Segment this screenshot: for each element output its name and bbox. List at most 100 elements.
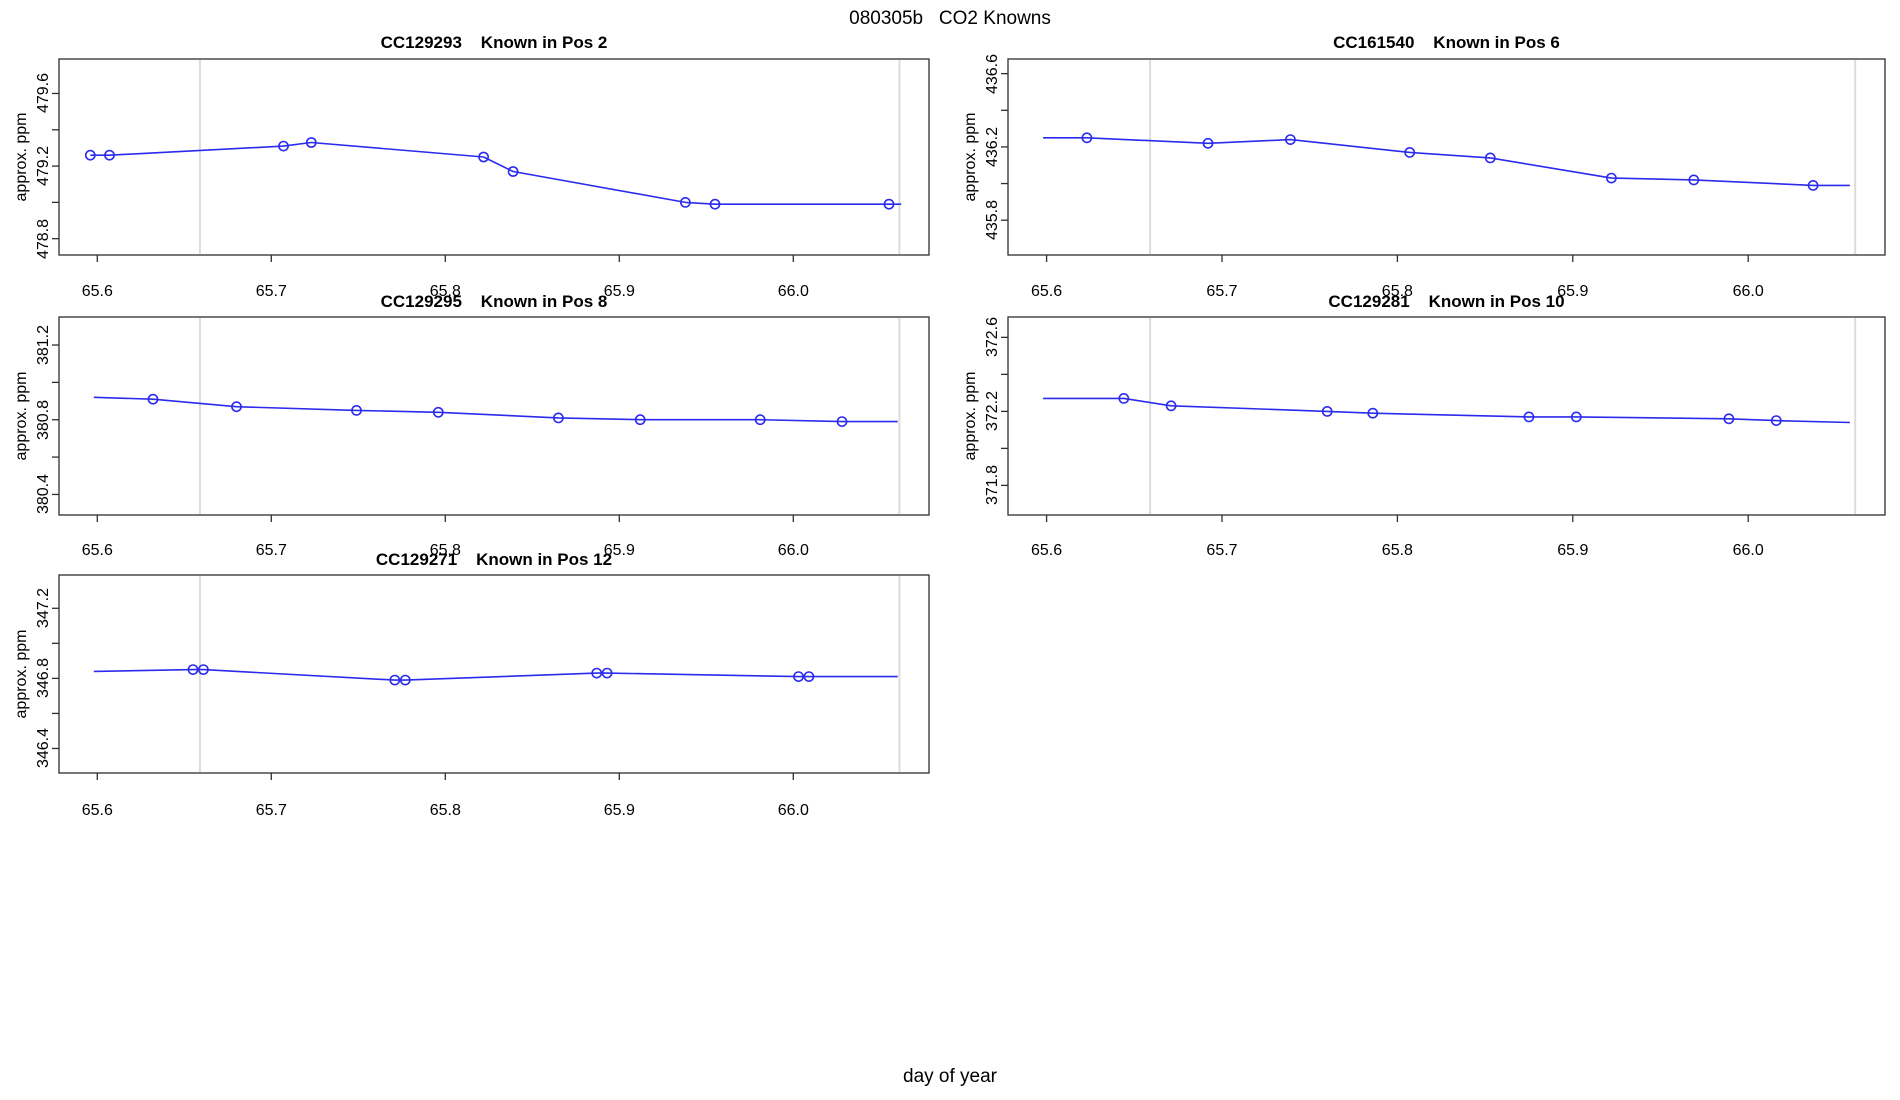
data-point bbox=[803, 671, 815, 682]
data-point bbox=[432, 406, 444, 418]
data-point bbox=[680, 196, 691, 208]
data-point bbox=[399, 674, 411, 686]
x-tick-label: 65.9 bbox=[1557, 542, 1589, 559]
subplot-CC129295 bbox=[52, 316, 930, 522]
y-tick-label: 371.8 bbox=[984, 465, 1001, 506]
y-tick-label: 372.2 bbox=[984, 391, 1001, 432]
x-tick-label: 66.0 bbox=[777, 802, 809, 819]
y-tick-label: 479.6 bbox=[35, 73, 52, 114]
data-point bbox=[601, 667, 613, 679]
data-point bbox=[1807, 179, 1819, 191]
data-point bbox=[1165, 400, 1177, 412]
y-tick-label: 347.2 bbox=[35, 588, 52, 629]
subplot-title: CC129293 Known in Pos 2 bbox=[380, 33, 608, 52]
x-tick-label: 65.7 bbox=[255, 542, 287, 559]
y-tick-label: 346.8 bbox=[35, 658, 52, 699]
x-tick-label: 65.7 bbox=[255, 283, 287, 300]
x-tick-label: 65.7 bbox=[255, 802, 287, 819]
data-point bbox=[389, 674, 401, 686]
plot-box bbox=[58, 574, 930, 774]
y-tick-label: 435.8 bbox=[984, 200, 1001, 241]
subplot-title: CC129271 Known in Pos 12 bbox=[375, 550, 613, 569]
y-tick-label: 346.4 bbox=[35, 728, 52, 769]
data-point bbox=[231, 401, 242, 413]
x-tick-label: 66.0 bbox=[777, 283, 809, 300]
x-tick-label: 65.6 bbox=[1031, 542, 1063, 559]
x-tick-label: 65.7 bbox=[1206, 283, 1238, 300]
y-axis-label: approx. ppm bbox=[13, 371, 30, 461]
data-point bbox=[754, 414, 766, 426]
plot-box bbox=[1007, 58, 1886, 256]
plot-box bbox=[1007, 316, 1886, 516]
data-point bbox=[1321, 405, 1333, 417]
x-tick-label: 66.0 bbox=[777, 542, 809, 559]
y-tick-label: 436.2 bbox=[984, 126, 1001, 167]
plot-box bbox=[58, 58, 930, 256]
data-point bbox=[1081, 132, 1093, 144]
data-point bbox=[591, 667, 603, 679]
data-point bbox=[507, 166, 519, 177]
subplot-title: CC161540 Known in Pos 6 bbox=[1333, 33, 1560, 52]
y-tick-label: 478.8 bbox=[35, 218, 52, 259]
y-axis-label: approx. ppm bbox=[13, 629, 30, 719]
data-point bbox=[883, 198, 895, 210]
x-tick-label: 65.6 bbox=[1031, 283, 1063, 300]
x-tick-label: 66.0 bbox=[1732, 542, 1764, 559]
x-tick-label: 65.9 bbox=[1557, 283, 1589, 300]
data-point bbox=[197, 664, 209, 675]
figure-title: 080305b CO2 Knowns bbox=[849, 8, 1051, 29]
subplot-CC129271 bbox=[52, 574, 930, 780]
data-point bbox=[1484, 152, 1496, 164]
data-point bbox=[1606, 172, 1617, 184]
subplot-CC129281 bbox=[1001, 316, 1886, 522]
data-line bbox=[90, 141, 902, 205]
data-line bbox=[93, 396, 898, 423]
data-line bbox=[1043, 397, 1850, 424]
x-tick-label: 65.8 bbox=[1381, 283, 1413, 300]
data-point bbox=[793, 671, 804, 682]
subplot-CC161540 bbox=[1001, 58, 1886, 262]
x-tick-label: 65.9 bbox=[603, 542, 635, 559]
x-tick-label: 65.9 bbox=[603, 283, 635, 300]
x-tick-label: 65.8 bbox=[429, 542, 461, 559]
x-tick-label: 65.7 bbox=[1206, 542, 1238, 559]
data-point bbox=[1688, 174, 1700, 186]
x-tick-label: 65.6 bbox=[81, 542, 113, 559]
y-tick-label: 381.2 bbox=[35, 324, 52, 366]
x-tick-label: 65.8 bbox=[429, 802, 461, 819]
data-point bbox=[478, 151, 489, 163]
data-point bbox=[84, 149, 96, 161]
data-point bbox=[1770, 415, 1782, 426]
data-point bbox=[709, 198, 721, 210]
data-point bbox=[634, 414, 646, 426]
y-axis-label: approx. ppm bbox=[962, 371, 979, 461]
data-line bbox=[1043, 137, 1850, 187]
x-tick-label: 66.0 bbox=[1732, 283, 1764, 300]
data-point bbox=[104, 149, 115, 161]
data-point bbox=[1570, 411, 1582, 423]
data-point bbox=[1285, 134, 1296, 145]
x-tick-label: 65.6 bbox=[81, 283, 113, 300]
y-axis-label: approx. ppm bbox=[962, 112, 979, 202]
x-tick-label: 65.8 bbox=[1381, 542, 1413, 559]
data-point bbox=[836, 416, 848, 427]
x-tick-label: 65.6 bbox=[81, 802, 113, 819]
y-tick-label: 372.6 bbox=[984, 317, 1001, 358]
data-point bbox=[1723, 413, 1735, 425]
y-tick-label: 479.2 bbox=[35, 146, 52, 187]
data-point bbox=[1404, 146, 1416, 158]
y-axis-label: approx. ppm bbox=[13, 112, 30, 202]
subplot-CC129293 bbox=[52, 58, 930, 262]
data-point bbox=[1202, 137, 1214, 149]
subplot-title: CC129281 Known in Pos 10 bbox=[1328, 292, 1565, 311]
data-line bbox=[93, 668, 898, 681]
data-point bbox=[147, 393, 159, 405]
plot-box bbox=[58, 316, 930, 516]
data-point bbox=[1523, 411, 1535, 423]
x-tick-label: 65.8 bbox=[429, 283, 461, 300]
data-point bbox=[278, 140, 289, 152]
data-point bbox=[1367, 407, 1379, 419]
subplot-title: CC129295 Known in Pos 8 bbox=[380, 292, 608, 311]
